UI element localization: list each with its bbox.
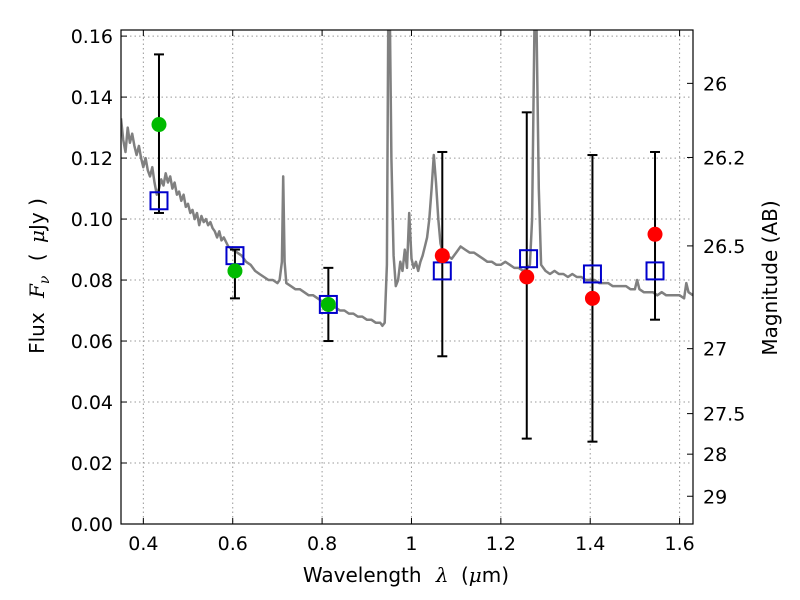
- y2-tick-label: 26.2: [703, 147, 745, 169]
- observed-point-red: [584, 290, 600, 306]
- y-tick-label: 0.16: [71, 26, 113, 48]
- y-tick-label: 0.04: [71, 392, 113, 414]
- y-tick-label: 0.14: [71, 87, 113, 109]
- y2-tick-label: 26.5: [703, 236, 745, 258]
- y2-tick-label: 26: [703, 73, 727, 95]
- model-spectrum-line: [121, 30, 693, 328]
- x-tick-label: 1.4: [575, 533, 605, 555]
- x-tick-label: 0.4: [128, 533, 158, 555]
- observed-point-green: [227, 263, 243, 279]
- model-photometry-square: [318, 294, 338, 314]
- model-spectrum-layer: [121, 30, 693, 328]
- model-photometry-square: [582, 264, 602, 284]
- data-points-layer: [149, 117, 665, 314]
- observed-point-red: [434, 248, 450, 264]
- y-tick-label: 0.00: [71, 514, 113, 536]
- y-tick-label: 0.10: [71, 209, 113, 231]
- observed-point-green: [151, 117, 167, 133]
- y2-tick-label: 28: [703, 444, 727, 466]
- x-tick-label: 1: [405, 533, 417, 555]
- observed-point-red: [647, 226, 663, 242]
- axis-ticks: 0.4 0.6 0.8 1 1.2 1.4 1.6 0.00 0.02 0.04 0.06 0.08 0…: [71, 26, 746, 555]
- x-tick-label: 0.8: [307, 533, 337, 555]
- x-tick-label: 1.6: [664, 533, 694, 555]
- y-tick-label: 0.12: [71, 148, 113, 170]
- plot-frame: [120, 29, 694, 525]
- observed-point-green: [320, 296, 336, 312]
- y-axis-label: Flux Fν ( μJy ): [25, 198, 54, 354]
- y-tick-label: 0.02: [71, 453, 113, 475]
- y2-tick-label: 27: [703, 339, 727, 361]
- y-tick-label: 0.06: [71, 331, 113, 353]
- model-photometry-square: [519, 249, 539, 269]
- x-tick-label: 0.6: [218, 533, 248, 555]
- y-tick-label: 0.08: [71, 270, 113, 292]
- y2-axis-label: Magnitude (AB): [758, 200, 782, 355]
- model-photometry-square: [645, 261, 665, 281]
- y2-tick-label: 29: [703, 486, 727, 508]
- model-photometry-square: [149, 191, 169, 211]
- x-tick-label: 1.2: [486, 533, 516, 555]
- observed-point-red: [519, 269, 535, 285]
- grid-lines: [121, 30, 693, 524]
- x-axis-label: Wavelength λ (μm): [303, 563, 509, 587]
- y2-tick-label: 27.5: [703, 404, 745, 426]
